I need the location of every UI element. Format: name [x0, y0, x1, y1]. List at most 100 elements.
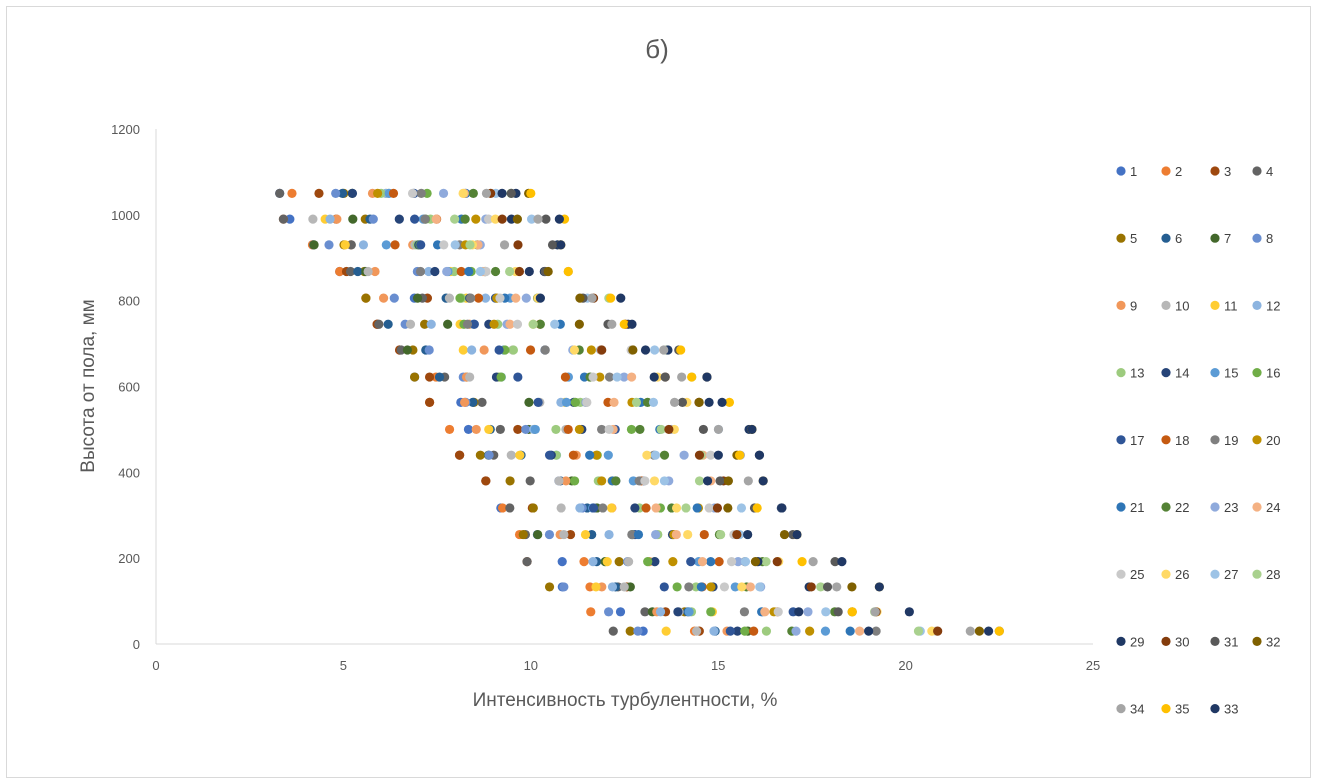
data-point	[643, 557, 653, 567]
data-point	[467, 345, 477, 355]
data-point	[513, 424, 523, 435]
data-point	[791, 626, 801, 636]
data-point	[633, 626, 643, 636]
data-point	[754, 450, 765, 460]
data-point	[668, 557, 678, 567]
data-point	[772, 557, 782, 567]
legend-marker	[1210, 502, 1220, 512]
data-point	[755, 582, 765, 592]
data-point	[845, 626, 855, 636]
y-tick-label: 1200	[111, 122, 140, 137]
data-point	[374, 319, 384, 329]
data-point	[513, 240, 523, 250]
legend-label: 2	[1175, 164, 1182, 179]
legend-marker	[1161, 704, 1171, 714]
data-point	[822, 582, 833, 592]
data-point	[994, 626, 1004, 636]
data-point	[475, 266, 485, 277]
data-point	[497, 503, 508, 513]
data-point	[499, 240, 510, 250]
data-point	[358, 240, 369, 250]
data-point	[535, 293, 545, 303]
data-point	[820, 626, 831, 636]
legend-marker	[1210, 368, 1220, 378]
data-point	[505, 266, 515, 277]
data-point	[702, 372, 712, 382]
data-point	[420, 319, 430, 329]
data-point	[635, 424, 645, 435]
data-point	[559, 529, 569, 540]
data-point	[684, 607, 694, 617]
data-point	[540, 345, 550, 355]
legend-label: 16	[1266, 366, 1280, 381]
legend-label: 32	[1266, 634, 1280, 649]
legend-marker	[1210, 704, 1220, 714]
data-point	[650, 557, 660, 567]
data-point	[353, 266, 363, 277]
data-point	[803, 607, 813, 617]
data-point	[614, 557, 624, 567]
data-point	[704, 503, 714, 513]
data-point	[424, 345, 434, 355]
data-point	[797, 557, 807, 567]
data-point	[574, 424, 585, 435]
data-point	[309, 240, 319, 250]
data-point	[607, 582, 618, 592]
data-point	[556, 503, 566, 513]
legend-marker	[1252, 502, 1262, 512]
data-point	[743, 476, 753, 486]
data-point	[468, 188, 478, 198]
data-point	[420, 214, 430, 224]
data-point	[426, 319, 436, 329]
data-point	[595, 372, 605, 382]
legend-label: 20	[1266, 433, 1280, 448]
data-point	[616, 293, 626, 303]
data-point	[471, 424, 481, 435]
data-point	[640, 476, 650, 486]
x-tick-label: 25	[1086, 658, 1100, 673]
axes: 0 5 10 15 20 25 0 200 400 600 800 1000 1200	[111, 122, 1100, 673]
data-point	[604, 372, 615, 382]
data-point	[837, 557, 847, 567]
data-point	[547, 240, 558, 250]
data-point	[556, 240, 566, 250]
data-point	[609, 397, 619, 407]
data-point	[698, 424, 708, 435]
legend-marker	[1116, 435, 1126, 445]
legend-marker	[1116, 368, 1126, 378]
data-point	[832, 582, 842, 592]
data-point	[325, 214, 335, 224]
data-point	[713, 424, 724, 435]
y-tick-label: 0	[133, 637, 140, 652]
data-point	[490, 214, 500, 224]
x-tick-label: 0	[152, 658, 159, 673]
legend-label: 29	[1130, 634, 1144, 649]
data-point	[603, 450, 613, 460]
data-point	[687, 372, 697, 382]
data-point	[706, 607, 716, 617]
data-point	[489, 319, 499, 329]
data-point	[750, 557, 761, 567]
data-point	[454, 450, 465, 460]
legend-marker	[1252, 166, 1262, 176]
legend-marker	[1116, 569, 1126, 579]
data-point	[604, 529, 614, 540]
data-point	[412, 293, 423, 303]
data-point	[505, 503, 515, 513]
data-point	[575, 293, 585, 303]
legend-marker	[1161, 636, 1171, 647]
data-point	[694, 450, 705, 460]
data-point	[430, 266, 440, 277]
data-point	[381, 240, 391, 250]
legend-label: 6	[1175, 231, 1182, 246]
data-point	[709, 626, 719, 636]
legend-label: 27	[1224, 567, 1238, 582]
data-point	[659, 345, 669, 355]
legend-label: 24	[1266, 500, 1280, 515]
data-point	[704, 397, 714, 407]
x-axis-title: Интенсивность турбулентности, %	[473, 690, 778, 711]
data-point	[431, 214, 441, 224]
data-point	[455, 293, 465, 303]
legend-marker	[1116, 233, 1126, 243]
